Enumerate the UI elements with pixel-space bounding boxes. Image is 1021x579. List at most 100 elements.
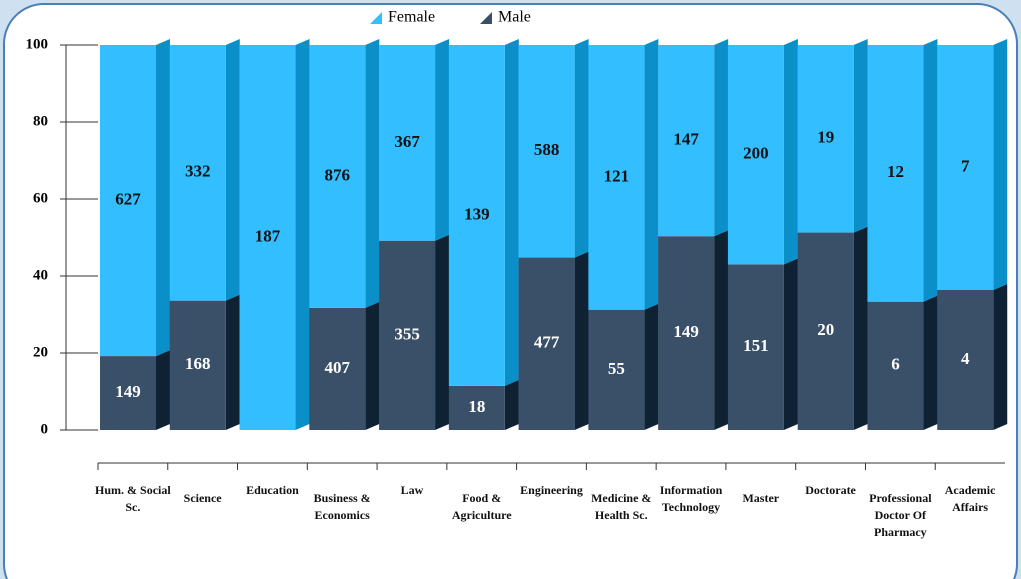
bar [100,45,156,357]
bar-side [783,39,798,265]
bar-side [225,294,240,430]
bar-side [993,39,1008,290]
data-label: 168 [185,354,211,373]
data-label: 407 [325,358,351,377]
legend-label: Female [388,9,435,26]
data-label: 477 [534,333,560,352]
bar-side [923,295,938,430]
data-label: 4 [961,349,970,368]
bar-side [504,379,519,430]
data-label: 149 [673,322,699,341]
data-label: 876 [325,165,351,184]
y-tick-label: 80 [33,113,48,129]
data-label: 55 [608,359,625,378]
legend-swatch [480,12,492,24]
bar [100,356,156,430]
bar [867,45,924,302]
bar [518,257,575,430]
data-label: 627 [115,189,141,208]
bar [169,45,226,301]
bar [309,45,366,308]
x-tick-label: Business & Economics [313,491,371,522]
bar-side [225,39,240,301]
bar [588,309,645,430]
bar [658,236,715,430]
bar [727,45,784,265]
data-label: 121 [604,166,630,185]
bar [239,45,296,430]
bar [448,45,505,386]
data-label: 355 [394,324,420,343]
x-tick-label: Food & Agriculture [451,491,512,522]
data-label: 19 [817,128,834,147]
data-label: 147 [673,130,699,149]
data-label: 20 [817,320,834,339]
bar [658,45,715,237]
x-tick-label: Medicine & Health Sc. [591,491,652,522]
bar-side [295,39,310,430]
bar-side [435,39,450,241]
data-label: 367 [394,132,420,151]
x-tick-label: Information Technology [659,483,723,514]
bar-side [783,258,798,430]
data-label: 332 [185,162,211,181]
bar-side [923,39,938,302]
y-tick-label: 40 [33,267,48,283]
data-label: 6 [891,355,900,374]
bar [937,290,994,430]
bar-side [644,303,659,430]
bar [309,307,366,430]
bar [518,45,575,258]
data-label: 588 [534,140,560,159]
bar-side [644,39,659,310]
bar-side [156,350,170,430]
bar-side [853,226,868,430]
bar-side [714,230,729,430]
data-label: 7 [961,156,970,175]
x-tick-label: Academic Affairs [944,483,996,514]
data-label: 151 [743,336,769,355]
bar [797,45,854,233]
x-tick-label: Science [183,491,222,505]
bar-side [156,39,170,357]
data-label: 200 [743,144,769,163]
bar-side [853,39,868,233]
bar-side [574,251,589,430]
bar-side [574,39,589,258]
legend-label: Male [498,9,531,26]
legend-swatch [370,12,382,24]
x-tick-label: Engineering [520,483,583,497]
bar [169,300,226,430]
bar [937,45,994,290]
x-tick-label: Doctorate [805,483,856,497]
bar-side [365,301,380,430]
y-tick-label: 100 [26,36,49,52]
data-label: 139 [464,204,490,223]
bar [797,232,854,430]
bar [448,385,505,430]
x-tick-label: Master [742,491,780,505]
x-tick-label: Law [400,483,424,497]
bar-side [365,39,380,308]
bar-side [435,234,450,430]
bar [379,45,436,241]
bar [727,264,784,430]
data-label: 18 [468,397,485,416]
y-tick-label: 20 [33,344,48,360]
bar [379,240,436,430]
bar-side [714,39,729,237]
bar-side [504,39,519,386]
data-label: 12 [887,162,904,181]
x-tick-label: Hum. & Social Sc. [95,483,171,514]
bar [867,301,924,430]
bar-side [993,284,1008,430]
y-tick-label: 0 [41,421,49,437]
data-label: 149 [115,382,141,401]
y-tick-label: 60 [33,190,48,206]
x-tick-label: Education [246,483,299,497]
bar [588,45,645,310]
data-label: 187 [255,226,281,245]
x-tick-label: Professional Doctor Of Pharmacy [869,491,932,539]
